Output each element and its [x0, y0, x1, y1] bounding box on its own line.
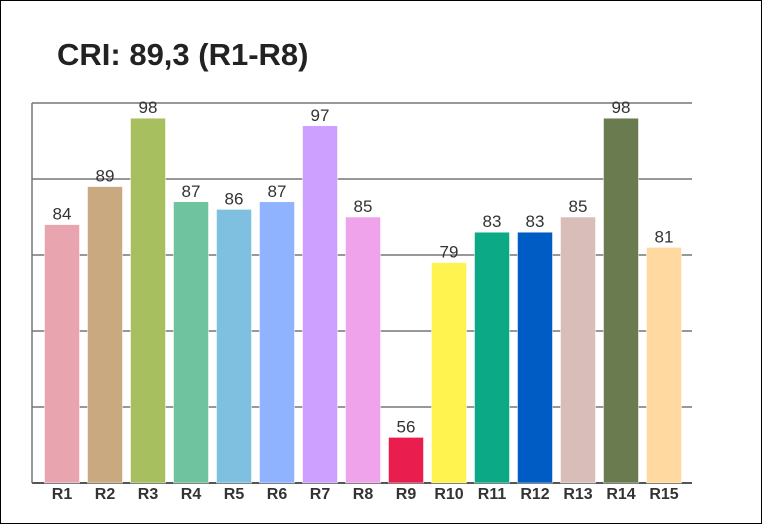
x-tick-r10: R10: [434, 486, 463, 503]
value-label-r10: 79: [440, 243, 459, 262]
value-label-r3: 98: [139, 98, 158, 117]
value-label-r4: 87: [182, 182, 201, 201]
bar-r12: [517, 231, 553, 484]
x-tick-r15: R15: [649, 486, 678, 503]
value-label-r2: 89: [96, 167, 115, 186]
bar-r1: [44, 224, 80, 484]
value-labels: 84 89 98 87 86 87 97 85 56 79 83 83 85 98 81: [53, 98, 674, 436]
value-label-r7: 97: [311, 106, 330, 125]
chart-title: CRI: 89,3 (R1-R8): [57, 37, 309, 72]
x-tick-r2: R2: [95, 486, 116, 503]
value-label-r6: 87: [268, 182, 287, 201]
bar-r11: [474, 231, 510, 484]
value-label-r8: 85: [354, 197, 373, 216]
x-tick-r4: R4: [181, 486, 202, 503]
x-tick-r13: R13: [563, 486, 592, 503]
x-tick-r14: R14: [606, 486, 635, 503]
x-tick-r11: R11: [478, 486, 507, 503]
bar-r15: [646, 247, 682, 484]
x-tick-r7: R7: [310, 486, 331, 503]
value-label-r15: 81: [655, 227, 674, 246]
bar-r6: [259, 201, 295, 484]
bar-r13: [560, 216, 596, 484]
bar-r7: [302, 125, 338, 484]
bar-r14: [603, 117, 639, 484]
value-label-r12: 83: [526, 212, 545, 231]
x-tick-r3: R3: [138, 486, 159, 503]
bar-r9: [388, 437, 424, 484]
value-label-r5: 86: [225, 189, 244, 208]
value-label-r1: 84: [53, 205, 72, 224]
x-tick-r9: R9: [396, 486, 417, 503]
value-label-r13: 85: [569, 197, 588, 216]
x-tick-r1: R1: [52, 486, 73, 503]
x-tick-labels: R1 R2 R3 R4 R5 R6 R7 R8 R9 R10 R11 R12 R13 R14 R15: [52, 486, 679, 503]
x-tick-r6: R6: [267, 486, 288, 503]
bar-r5: [216, 209, 252, 484]
x-tick-r8: R8: [353, 486, 374, 503]
x-tick-r12: R12: [520, 486, 549, 503]
bar-r2: [87, 186, 123, 484]
bar-r8: [345, 216, 381, 484]
value-label-r11: 83: [483, 212, 502, 231]
bar-r4: [173, 201, 209, 484]
bar-r10: [431, 262, 467, 484]
value-label-r14: 98: [612, 98, 631, 117]
bars: [44, 117, 682, 484]
value-label-r9: 56: [397, 417, 416, 436]
bar-r3: [130, 117, 166, 484]
x-tick-r5: R5: [224, 486, 245, 503]
